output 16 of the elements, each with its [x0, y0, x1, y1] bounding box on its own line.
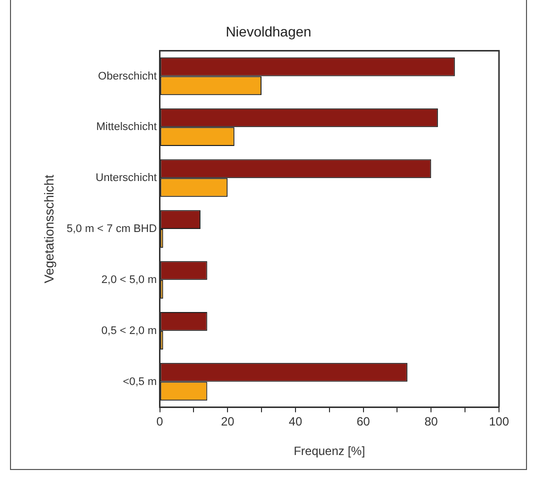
chart-title: Nievoldhagen — [226, 23, 312, 40]
y-tick-label: 0,5 < 2,0 m — [101, 324, 157, 337]
x-tick-label: 100 — [488, 414, 510, 429]
x-tick-label: 20 — [220, 414, 235, 429]
y-axis-title: Vegetationsschicht — [41, 174, 56, 284]
x-axis-title: Frequenz [%] — [294, 444, 366, 458]
y-tick-label: Mittelschicht — [96, 121, 157, 134]
x-tick-label: 40 — [288, 414, 302, 429]
y-tick-label: 2,0 < 5,0 m — [101, 274, 157, 286]
y-tick-label: Oberschicht — [98, 70, 157, 82]
x-tick-label: 80 — [424, 414, 438, 429]
y-tick-label: Unterschicht — [96, 172, 157, 184]
x-tick-label: 0 — [156, 414, 164, 429]
y-tick-label: <0,5 m — [122, 376, 157, 388]
y-tick-label: 5,0 m < 7 cm BHD — [66, 223, 157, 236]
x-tick-label: 60 — [356, 414, 370, 429]
